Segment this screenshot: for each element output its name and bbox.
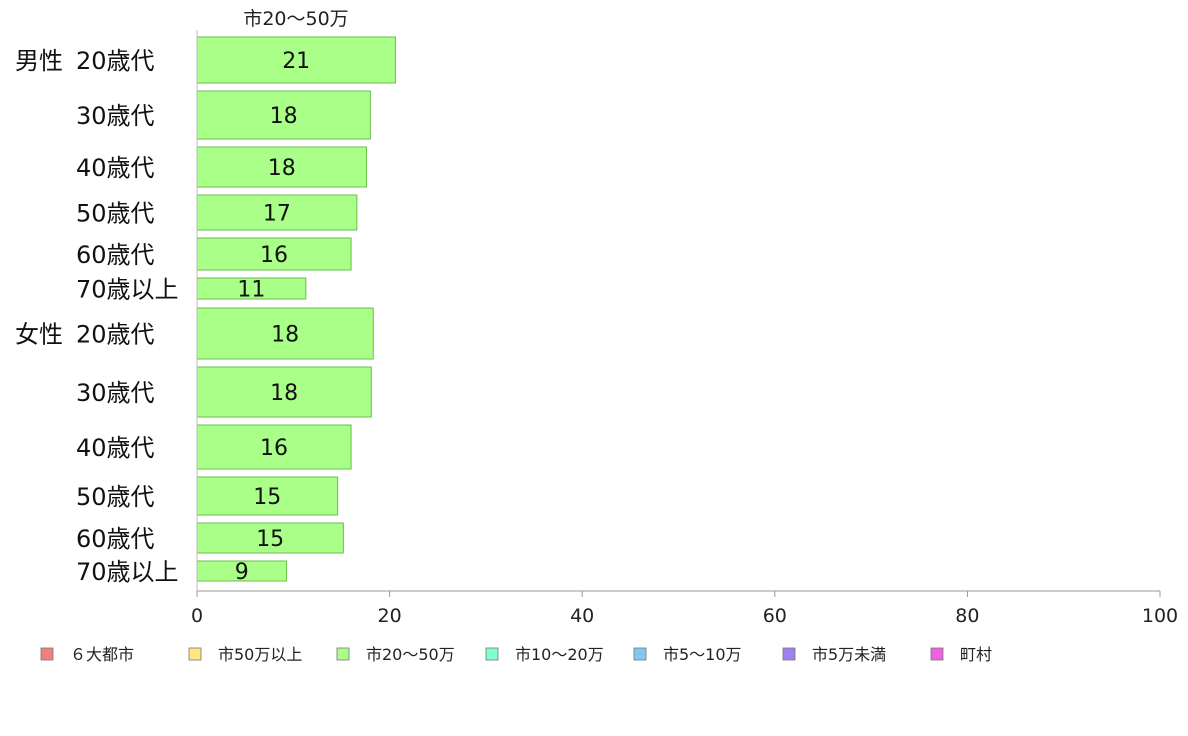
x-tick-label: 100 [1142,605,1178,627]
data-label: 15 [256,527,284,552]
bar [196,36,396,84]
legend-swatch [188,647,202,661]
bar [196,194,358,231]
category-label: 50歳代 [76,483,155,511]
x-tick-label: 20 [378,605,402,627]
legend-label: 市10〜20万 [515,645,604,664]
legend-label: ６大都市 [70,645,134,664]
category-label: 20歳代 [76,321,155,349]
legend-label: 市5万未満 [812,645,886,664]
category-label: 20歳代 [76,47,155,75]
group-label: 女性 [15,321,63,349]
data-label: 11 [237,278,265,303]
bar [196,90,371,140]
category-label: 60歳代 [76,241,155,269]
category-label: 40歳代 [76,434,155,462]
legend-swatch [336,647,350,661]
group-label: 男性 [15,47,63,75]
x-tick-label: 40 [570,605,594,627]
data-label: 18 [271,323,299,348]
legend-swatch [782,647,796,661]
legend-swatch [633,647,647,661]
category-label: 30歳代 [76,102,155,130]
data-label: 18 [270,104,298,129]
legend-swatch [930,647,944,661]
x-tick-label: 80 [955,605,979,627]
data-label: 18 [268,156,296,181]
category-label: 40歳代 [76,154,155,182]
bar [196,146,367,188]
x-tick-label: 0 [191,605,203,627]
data-label: 9 [235,560,249,585]
legend-label: 市5〜10万 [663,645,742,664]
bar [196,307,374,360]
top-series-label: 市20〜50万 [243,8,348,30]
data-label: 21 [282,49,310,74]
legend-swatch [485,647,499,661]
category-label: 30歳代 [76,379,155,407]
x-tick-label: 60 [763,605,787,627]
legend-label: 町村 [960,645,992,664]
data-label: 16 [260,436,288,461]
category-label: 60歳代 [76,525,155,553]
legend-label: 市50万以上 [218,645,302,664]
legend-swatch [40,647,54,661]
category-label: 70歳以上 [76,276,179,304]
data-label: 16 [260,243,288,268]
category-label: 50歳代 [76,200,155,228]
data-label: 18 [270,381,298,406]
bar [196,366,372,418]
legend-label: 市20〜50万 [366,645,455,664]
category-label: 70歳以上 [76,558,179,586]
data-label: 17 [263,202,291,227]
data-label: 15 [253,485,281,510]
bar [196,237,352,271]
